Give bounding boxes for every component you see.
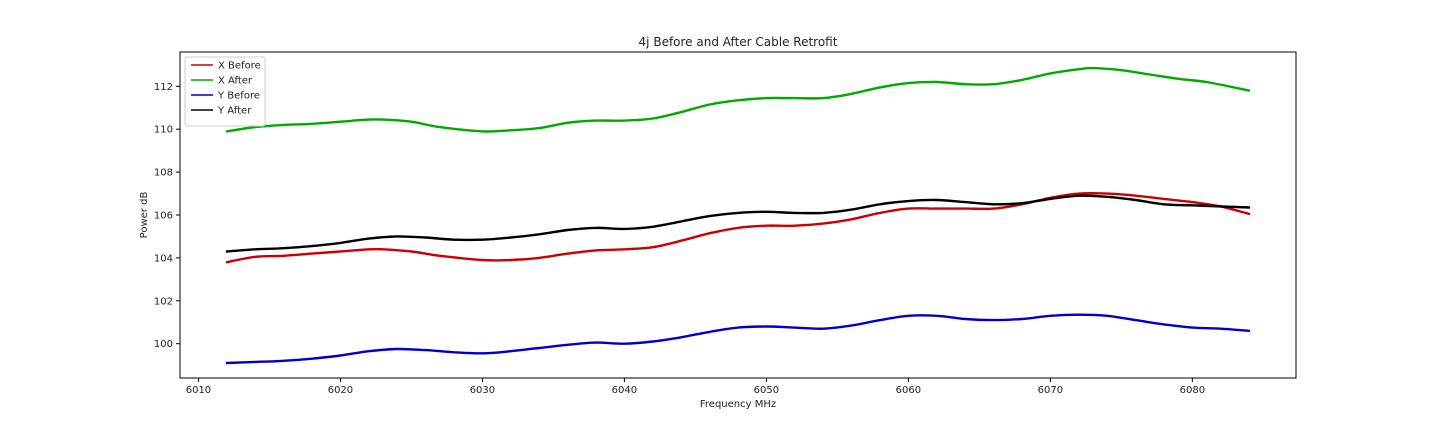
x-tick-label: 6020 [328,385,353,396]
legend: X Before X After Y Before Y After [184,56,266,127]
legend-label: Y After [217,106,252,117]
x-tick-label: 6010 [186,385,211,396]
x-tick-label: 6060 [896,385,921,396]
legend-label: X After [218,76,253,87]
chart-title: 4j Before and After Cable Retrofit [639,35,838,49]
legend-label: X Before [218,61,261,72]
y-tick-label: 112 [154,82,173,93]
plot-area [225,66,1251,365]
y-tick-label: 106 [154,211,173,222]
x-axis: 6010 6020 6030 6040 6050 6060 6070 6080 [186,378,1205,396]
x-tick-label: 6030 [470,385,495,396]
x-tick-label: 6050 [754,385,779,396]
y-tick-label: 104 [154,253,173,264]
series-line-x-after [225,66,1251,133]
series-line-x-before [225,191,1251,264]
legend-box [184,56,266,127]
x-axis-label: Frequency MHz [700,399,776,410]
y-axis-label: Power dB [139,192,150,239]
series-line-y-after [225,194,1251,253]
y-tick-label: 110 [154,125,173,136]
y-axis: 100 102 104 106 108 110 112 [154,82,180,350]
legend-label: Y Before [217,91,260,102]
y-tick-label: 108 [154,168,173,179]
x-tick-label: 6070 [1038,385,1063,396]
y-tick-label: 100 [154,339,173,350]
series-line-y-before [225,313,1251,365]
x-tick-label: 6080 [1180,385,1205,396]
x-tick-label: 6040 [612,385,637,396]
y-tick-label: 102 [154,296,173,307]
